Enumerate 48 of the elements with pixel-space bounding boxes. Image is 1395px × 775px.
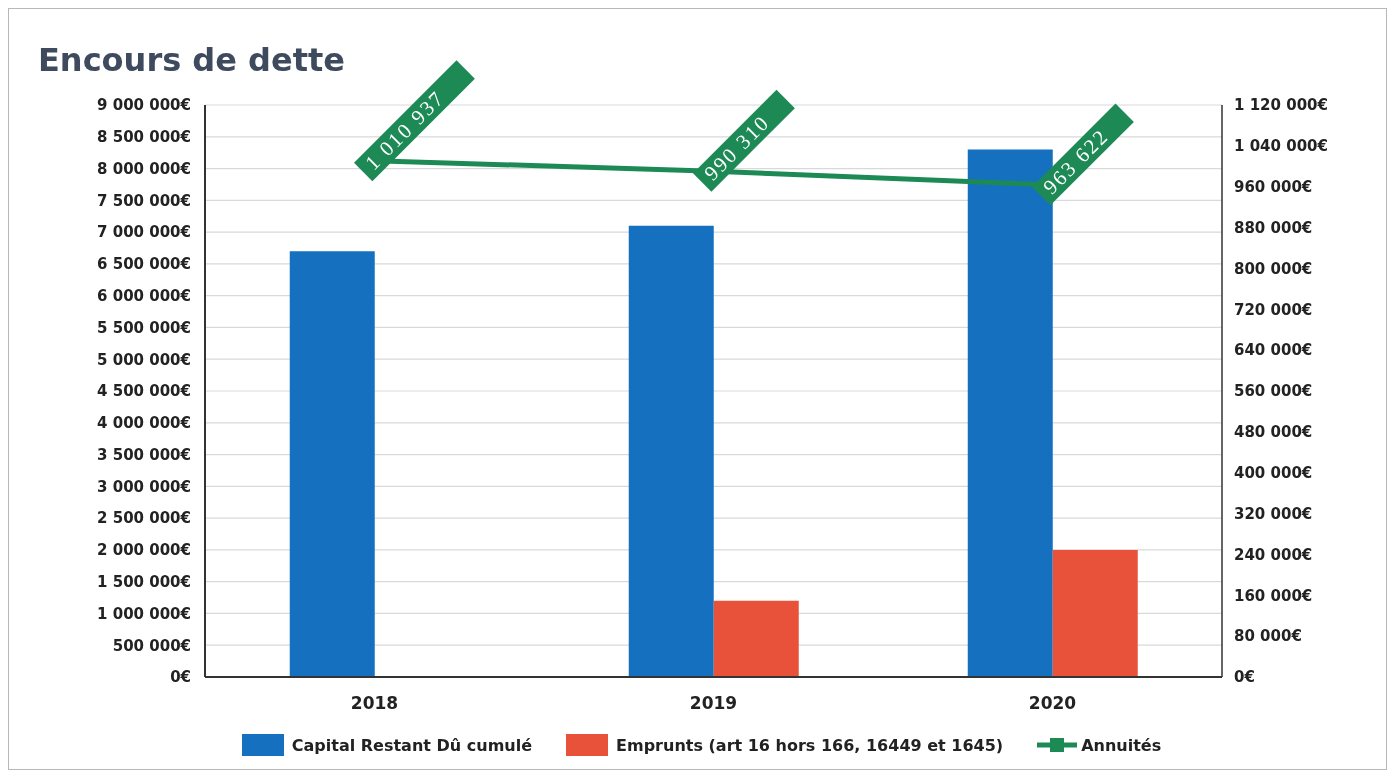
data-label: 990 310 xyxy=(699,110,775,186)
y2-tick-label: 160 000€ xyxy=(1234,586,1313,605)
y2-tick-label: 480 000€ xyxy=(1234,423,1313,442)
y2-tick-label: 800 000€ xyxy=(1234,259,1313,278)
y-tick-label: 5 000 000€ xyxy=(97,350,191,369)
data-label: 1 010 937 xyxy=(360,85,450,175)
y-tick-label: 1 500 000€ xyxy=(97,572,191,591)
y-tick-label: 4 500 000€ xyxy=(97,382,191,401)
x-tick-label: 2019 xyxy=(689,693,738,714)
y-tick-label: 500 000€ xyxy=(112,636,191,655)
y-tick-label: 6 500 000€ xyxy=(97,255,191,274)
y-tick-label: 3 000 000€ xyxy=(97,477,191,496)
y2-tick-label: 960 000€ xyxy=(1234,178,1313,197)
y2-tick-label: 880 000€ xyxy=(1234,218,1313,237)
y2-tick-label: 0€ xyxy=(1234,668,1255,687)
bar xyxy=(289,251,375,677)
y2-tick-label: 1 040 000€ xyxy=(1234,137,1328,156)
y-tick-label: 2 500 000€ xyxy=(97,509,191,528)
y-tick-label: 4 000 000€ xyxy=(97,414,191,433)
x-tick-label: 2020 xyxy=(1028,693,1077,714)
y-tick-label: 7 500 000€ xyxy=(97,191,191,210)
chart-title: Encours de dette xyxy=(37,40,345,79)
y2-tick-label: 320 000€ xyxy=(1234,504,1313,523)
legend-label: Emprunts (art 16 hors 166, 16449 et 1645) xyxy=(616,735,1004,755)
y-tick-label: 3 500 000€ xyxy=(97,445,191,464)
legend-label: Capital Restant Dû cumulé xyxy=(291,735,533,755)
legend-label: Annuités xyxy=(1081,735,1162,755)
y-tick-label: 2 000 000€ xyxy=(97,541,191,560)
y2-tick-label: 80 000€ xyxy=(1234,627,1302,646)
y2-tick-label: 1 120 000€ xyxy=(1234,96,1328,115)
y-tick-label: 5 500 000€ xyxy=(97,318,191,337)
y2-tick-label: 240 000€ xyxy=(1234,545,1313,564)
y-tick-label: 7 000 000€ xyxy=(97,223,191,242)
y2-tick-label: 640 000€ xyxy=(1234,341,1313,360)
y-tick-label: 8 000 000€ xyxy=(97,159,191,178)
bar xyxy=(628,225,714,677)
bar xyxy=(1052,549,1138,677)
y-tick-label: 1 000 000€ xyxy=(97,604,191,623)
y-tick-label: 9 000 000€ xyxy=(97,96,191,115)
data-label: 963 622 xyxy=(1038,123,1114,200)
y2-tick-label: 560 000€ xyxy=(1234,382,1313,401)
y-tick-label: 0€ xyxy=(170,668,191,687)
y2-tick-label: 720 000€ xyxy=(1234,300,1313,319)
y-tick-label: 6 000 000€ xyxy=(97,286,191,305)
y-tick-label: 8 500 000€ xyxy=(97,128,191,147)
x-tick-label: 2018 xyxy=(350,693,399,714)
y2-tick-label: 400 000€ xyxy=(1234,464,1313,483)
bar xyxy=(713,600,799,677)
